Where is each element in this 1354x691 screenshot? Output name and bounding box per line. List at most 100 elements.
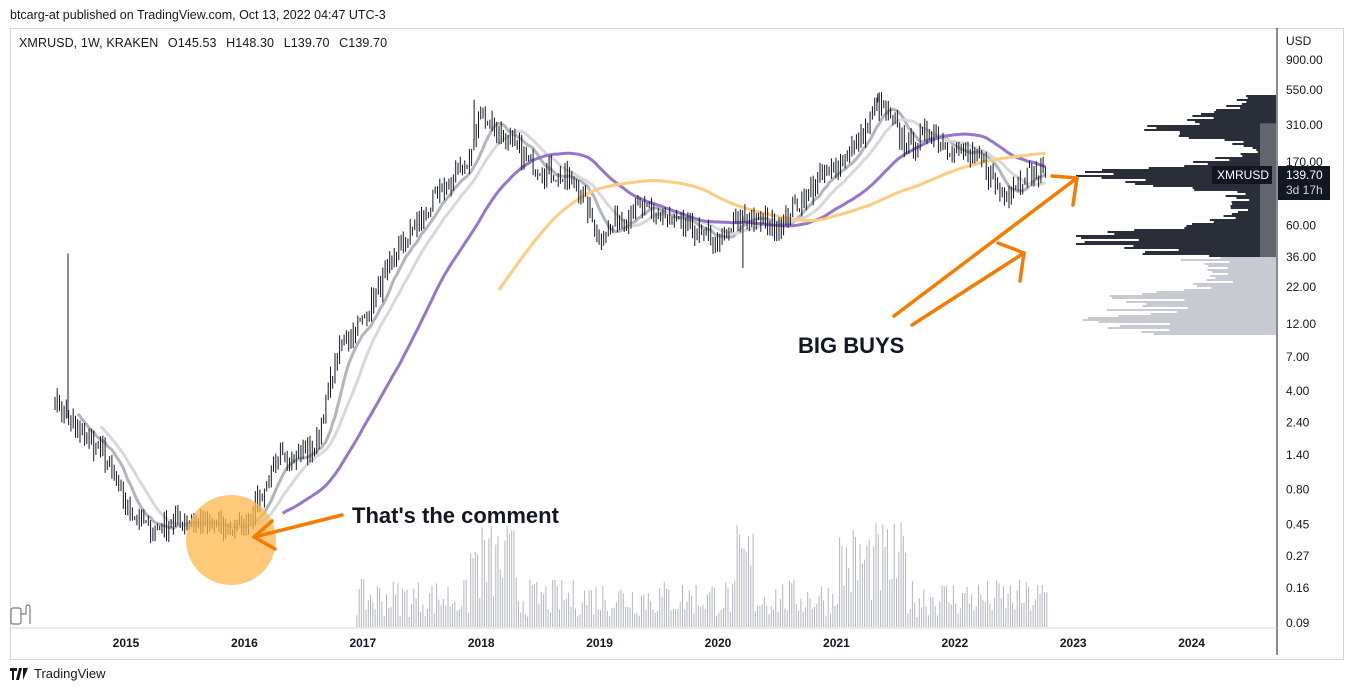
published-header: btcarg-at published on TradingView.com, … — [10, 8, 386, 22]
legend-high: H148.30 — [226, 36, 275, 50]
big-buys-arrow-upper — [892, 174, 1079, 318]
volume-profile-bin — [1170, 323, 1276, 325]
y-tick-label: 12.00 — [1286, 317, 1316, 331]
volume-profile-bin — [1240, 153, 1276, 155]
tradingview-logo-icon — [10, 667, 28, 680]
volume-profile-bin — [1207, 163, 1276, 165]
moving-average-line — [76, 107, 1047, 530]
volume-profile-bin — [1126, 301, 1276, 303]
volume-profile-bin — [1150, 313, 1276, 315]
symbol-legend: XMRUSD, 1W, KRAKEN O145.53 H148.30 L139.… — [19, 36, 393, 50]
volume-profile-bin — [1212, 271, 1276, 273]
big-buys-annotation: BIG BUYS — [798, 333, 904, 358]
volume-profile-bin — [1248, 209, 1276, 211]
legend-symbol: XMRUSD, 1W, KRAKEN — [19, 36, 159, 50]
volume-bars — [356, 522, 1048, 627]
volume-profile-bin — [1124, 247, 1276, 249]
volume-profile-bin — [1229, 261, 1276, 263]
volume-profile-bin — [1187, 119, 1276, 121]
x-tick-label: 2022 — [941, 636, 968, 650]
price-badge-countdown: 3d 17h — [1286, 183, 1323, 197]
volume-profile-bin — [1179, 131, 1276, 133]
price-axis[interactable]: 900.00550.00310.00170.00100.0060.0036.00… — [1286, 53, 1323, 630]
volume-profile-bin — [1146, 303, 1276, 305]
volume-profile-bin — [1138, 239, 1276, 241]
volume-profile-bin — [1257, 151, 1276, 153]
y-tick-label: 60.00 — [1286, 219, 1316, 233]
volume-profile-bin — [1192, 283, 1276, 285]
x-tick-label: 2023 — [1060, 636, 1087, 650]
volume-profile-bin — [1235, 217, 1276, 219]
volume-profile-bin — [1213, 221, 1276, 223]
volume-profile-bin — [1246, 101, 1276, 103]
volume-profile-bin — [1087, 317, 1276, 319]
volume-profile-bin — [1215, 157, 1276, 159]
volume-profile-bin — [1215, 277, 1276, 279]
volume-profile-bin — [1101, 177, 1276, 179]
volume-profile-bin — [1192, 115, 1276, 117]
volume-profile-bin — [1085, 171, 1276, 173]
volume-profile-bin — [1194, 189, 1276, 191]
volume-profile-bin — [1237, 211, 1276, 213]
time-axis[interactable]: 2015 2016 2017 2018 2019 2020 2021 2022 2023 2024 — [113, 636, 1206, 650]
volume-profile-bin — [1225, 195, 1276, 197]
volume-profile-bin — [1223, 215, 1276, 217]
volume-profile-bin — [1145, 251, 1276, 253]
volume-profile-bin — [1118, 315, 1276, 317]
volume-profile-bin — [1230, 205, 1276, 207]
volume-profile-bin — [1199, 123, 1276, 125]
x-tick-label: 2018 — [468, 636, 495, 650]
legend-close: C139.70 — [339, 36, 388, 50]
volume-profile-bin — [1113, 173, 1276, 175]
moving-average-line — [281, 132, 1046, 515]
y-tick-label: 550.00 — [1286, 83, 1323, 97]
volume-profile-bin — [1184, 227, 1276, 229]
volume-profile-bin — [1236, 99, 1276, 101]
volume-profile-bin — [1156, 127, 1276, 129]
volume-profile-bin — [1135, 183, 1276, 185]
volume-profile-bin — [1081, 237, 1276, 239]
y-tick-label: 7.00 — [1286, 350, 1310, 364]
volume-profile-bin — [1180, 259, 1276, 261]
y-tick-label: 0.27 — [1286, 549, 1310, 563]
volume-profile-bin — [1119, 325, 1276, 327]
volume-profile — [1076, 95, 1276, 335]
volume-profile-bin — [1076, 243, 1276, 245]
volume-profile-bin — [1178, 135, 1276, 137]
x-tick-label: 2016 — [231, 636, 258, 650]
y-tick-label: 0.09 — [1286, 616, 1310, 630]
tradingview-footer[interactable]: TradingView — [10, 666, 106, 681]
volume-profile-bin — [1156, 291, 1276, 293]
volume-profile-bin — [1106, 309, 1276, 311]
volume-profile-bin — [1240, 107, 1276, 109]
volume-profile-bin — [1245, 193, 1276, 195]
x-tick-label: 2015 — [113, 636, 140, 650]
volume-profile-bin — [1188, 137, 1276, 139]
volume-profile-bin — [1216, 109, 1276, 111]
tv-bot-icon[interactable] — [10, 604, 31, 625]
volume-profile-bin — [1243, 145, 1276, 147]
volume-profile-bin — [1192, 187, 1276, 189]
y-tick-label: 1.40 — [1286, 448, 1310, 462]
volume-profile-bin — [1208, 265, 1276, 267]
volume-profile-bin — [1231, 201, 1276, 203]
volume-profile-bin — [1125, 181, 1276, 183]
volume-profile-bin — [1232, 143, 1276, 145]
volume-profile-bin — [1142, 293, 1276, 295]
volume-profile-bin — [1145, 179, 1276, 181]
volume-profile-bin — [1133, 245, 1276, 247]
volume-profile-bin — [1111, 297, 1276, 299]
volume-profile-bin — [1184, 289, 1276, 291]
moving-average-line — [99, 118, 1046, 528]
y-tick-label: 2.40 — [1286, 415, 1310, 429]
volume-profile-bin — [1179, 133, 1276, 135]
volume-profile-bin — [1242, 155, 1276, 157]
volume-profile-bin — [1147, 125, 1276, 127]
volume-profile-bin — [1230, 207, 1276, 209]
volume-profile-bin — [1184, 299, 1276, 301]
volume-profile-bin — [1247, 97, 1276, 99]
volume-profile-bin — [1153, 185, 1276, 187]
volume-profile-bin — [1241, 103, 1276, 105]
volume-profile-bin — [1107, 327, 1276, 329]
